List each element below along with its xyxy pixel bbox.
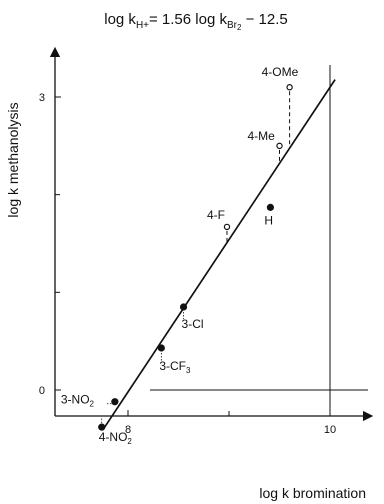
- chart-title: log kH+= 1.56 log kBr2 − 12.5: [104, 11, 287, 32]
- point-4-ome: [286, 84, 293, 91]
- y-axis-label: log k methanolysis: [5, 102, 21, 217]
- x-tick-label: 10: [324, 424, 336, 436]
- point-4-me: [276, 142, 283, 150]
- label-4-me: 4-Me: [248, 129, 276, 143]
- point-4-no2: [98, 423, 106, 431]
- point-h: [266, 203, 275, 211]
- x-axis-label: log k bromination: [259, 485, 366, 501]
- y-tick-label: 0: [39, 385, 45, 397]
- x-tick-label: 8: [125, 424, 131, 436]
- label-h: H: [264, 213, 273, 227]
- label-4-ome: 4-OMe: [262, 65, 299, 79]
- point-4-f: [223, 223, 231, 231]
- regression-line: [102, 79, 336, 431]
- label-3-cl: 3-Cl: [182, 317, 204, 331]
- label-3-no2: 3-NO2: [61, 393, 95, 409]
- point-3-no2: [111, 398, 119, 406]
- point-3-cf3: [157, 344, 165, 352]
- label-3-cf3: 3-CF3: [159, 359, 191, 375]
- y-tick-label: 3: [39, 92, 45, 104]
- label-4-f: 4-F: [207, 208, 225, 222]
- point-3-cl: [179, 303, 188, 311]
- label-4-no2: 4-NO2: [99, 430, 133, 446]
